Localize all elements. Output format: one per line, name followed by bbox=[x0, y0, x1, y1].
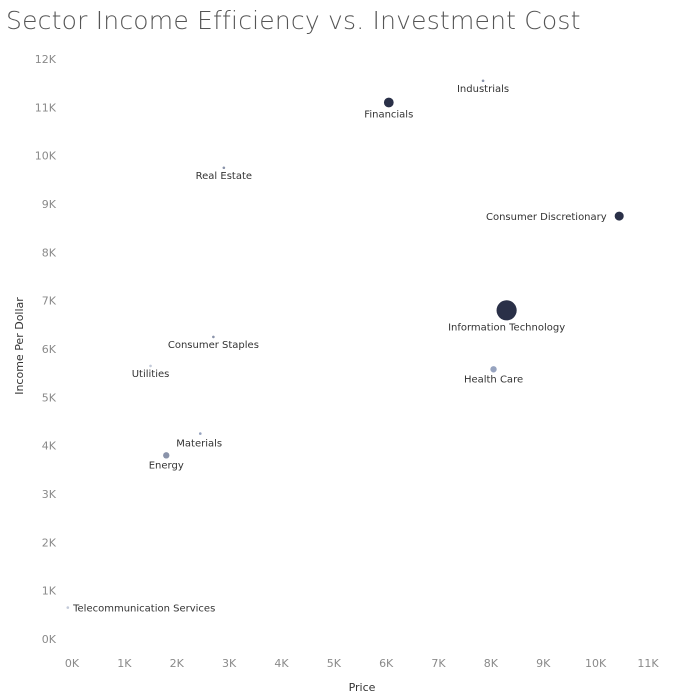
y-tick-label: 7K bbox=[42, 295, 57, 308]
x-tick-label: 10K bbox=[585, 657, 607, 670]
data-point[interactable] bbox=[490, 366, 497, 373]
y-tick-label: 5K bbox=[42, 391, 57, 404]
y-tick-label: 6K bbox=[42, 343, 57, 356]
point-label: Health Care bbox=[464, 374, 523, 385]
chart-title: Sector Income Efficiency vs. Investment … bbox=[6, 6, 581, 35]
data-point[interactable] bbox=[383, 97, 394, 108]
data-points bbox=[66, 79, 624, 609]
y-tick-label: 4K bbox=[42, 440, 57, 453]
point-label: Energy bbox=[149, 461, 184, 472]
y-tick-label: 2K bbox=[42, 536, 57, 549]
x-tick-label: 4K bbox=[274, 657, 289, 670]
data-point[interactable] bbox=[222, 166, 226, 170]
point-labels: Industrials Financials Real Estate Consumer… bbox=[72, 84, 607, 615]
data-point[interactable] bbox=[481, 79, 485, 83]
x-axis-title: Price bbox=[349, 681, 376, 694]
point-label: Industrials bbox=[457, 84, 509, 95]
point-label: Materials bbox=[176, 439, 222, 450]
point-label: Consumer Staples bbox=[168, 340, 259, 351]
data-point[interactable] bbox=[198, 432, 202, 435]
y-axis-title: Income Per Dollar bbox=[13, 297, 26, 395]
x-tick-label: 9K bbox=[536, 657, 551, 670]
y-tick-label: 12K bbox=[35, 53, 57, 66]
y-tick-label: 1K bbox=[42, 585, 57, 598]
y-tick-label: 8K bbox=[42, 246, 57, 259]
x-tick-label: 11K bbox=[637, 657, 659, 670]
x-axis-ticks: 0K 1K 2K 3K 4K 5K 6K 7K 8K 9K 10K 11K bbox=[65, 657, 659, 670]
y-tick-label: 11K bbox=[35, 101, 57, 114]
point-label: Real Estate bbox=[196, 171, 252, 182]
data-point[interactable] bbox=[496, 300, 517, 321]
point-label: Information Technology bbox=[448, 322, 565, 333]
y-tick-label: 0K bbox=[42, 633, 57, 646]
y-tick-label: 3K bbox=[42, 488, 57, 501]
data-point[interactable] bbox=[614, 211, 624, 221]
data-point[interactable] bbox=[66, 606, 70, 609]
data-point[interactable] bbox=[163, 452, 170, 459]
y-axis-ticks: 0K 1K 2K 3K 4K 5K 6K 7K 8K 9K 10K 11K 12K bbox=[35, 53, 57, 646]
point-label: Financials bbox=[364, 109, 413, 120]
point-label: Consumer Discretionary bbox=[486, 212, 607, 223]
point-label: Utilities bbox=[132, 369, 170, 380]
x-tick-label: 6K bbox=[379, 657, 394, 670]
y-tick-label: 10K bbox=[35, 150, 57, 163]
x-tick-label: 2K bbox=[170, 657, 185, 670]
x-tick-label: 7K bbox=[431, 657, 446, 670]
x-tick-label: 5K bbox=[327, 657, 342, 670]
data-point[interactable] bbox=[212, 335, 215, 339]
x-tick-label: 0K bbox=[65, 657, 80, 670]
point-label: Telecommunication Services bbox=[72, 604, 215, 615]
x-tick-label: 8K bbox=[484, 657, 499, 670]
y-tick-label: 9K bbox=[42, 198, 57, 211]
x-tick-label: 3K bbox=[222, 657, 237, 670]
x-tick-label: 1K bbox=[117, 657, 132, 670]
data-point[interactable] bbox=[149, 364, 152, 368]
